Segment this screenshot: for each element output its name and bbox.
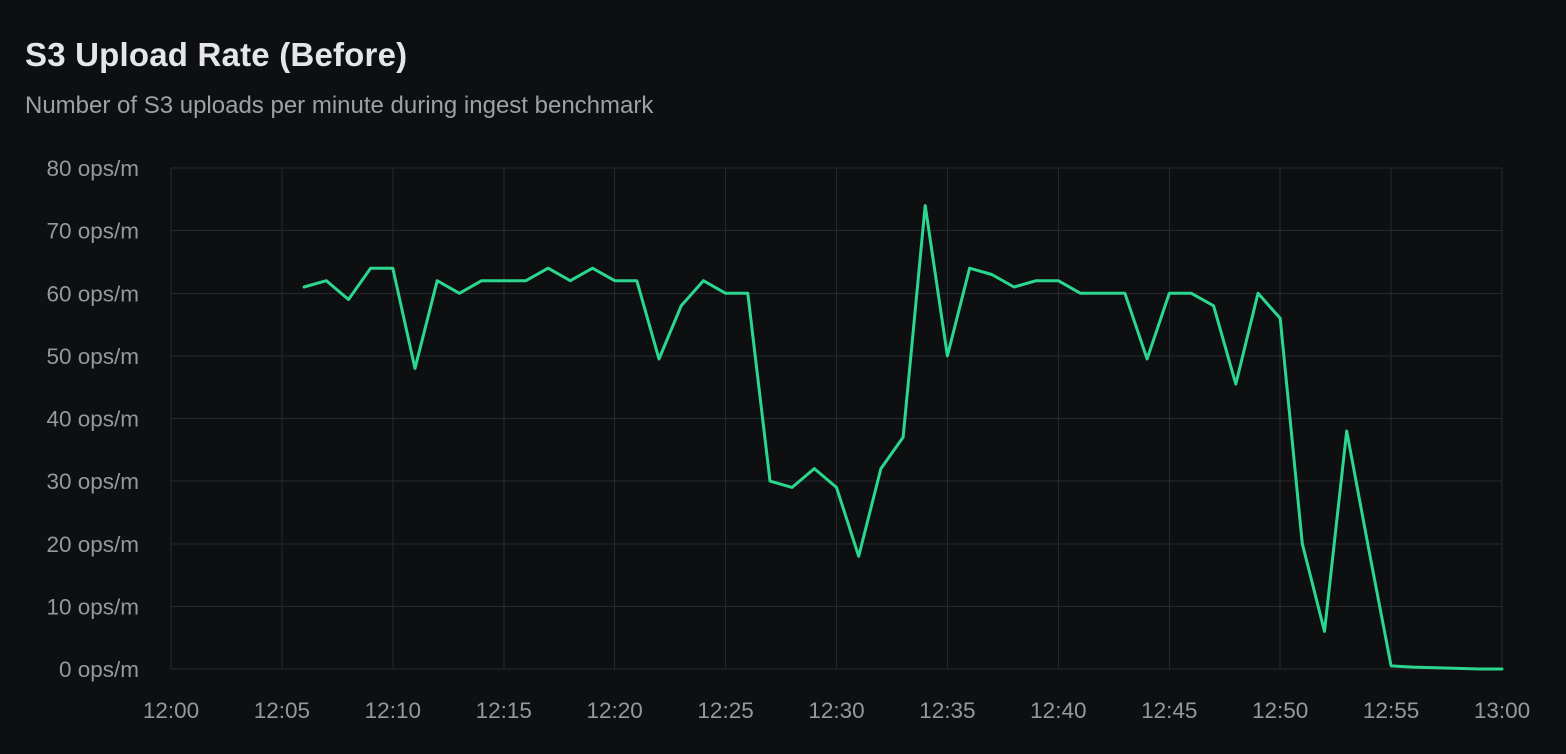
- chart-title: S3 Upload Rate (Before): [25, 36, 408, 73]
- chart-subtitle: Number of S3 uploads per minute during i…: [25, 92, 654, 119]
- x-tick-label: 12:20: [587, 698, 643, 723]
- y-tick-label: 70 ops/m: [46, 219, 139, 244]
- x-tick-label: 13:00: [1474, 698, 1530, 723]
- x-tick-label: 12:10: [365, 698, 421, 723]
- series-line[interactable]: [302, 204, 1504, 671]
- x-tick-label: 12:50: [1252, 698, 1308, 723]
- x-tick-label: 12:55: [1363, 698, 1419, 723]
- y-tick-label: 50 ops/m: [46, 344, 139, 369]
- y-tick-label: 60 ops/m: [46, 281, 139, 306]
- x-tick-label: 12:40: [1030, 698, 1086, 723]
- x-tick-label: 12:35: [919, 698, 975, 723]
- y-tick-label: 20 ops/m: [46, 532, 139, 557]
- y-tick-label: 80 ops/m: [46, 156, 139, 181]
- x-tick-label: 12:30: [808, 698, 864, 723]
- x-tick-label: 12:00: [143, 698, 199, 723]
- x-tick-label: 12:15: [476, 698, 532, 723]
- x-tick-label: 12:05: [254, 698, 310, 723]
- y-tick-label: 40 ops/m: [46, 407, 139, 432]
- y-tick-label: 10 ops/m: [46, 594, 139, 619]
- y-tick-label: 0 ops/m: [59, 657, 139, 682]
- x-tick-label: 12:25: [697, 698, 753, 723]
- y-tick-label: 30 ops/m: [46, 469, 139, 494]
- x-tick-label: 12:45: [1141, 698, 1197, 723]
